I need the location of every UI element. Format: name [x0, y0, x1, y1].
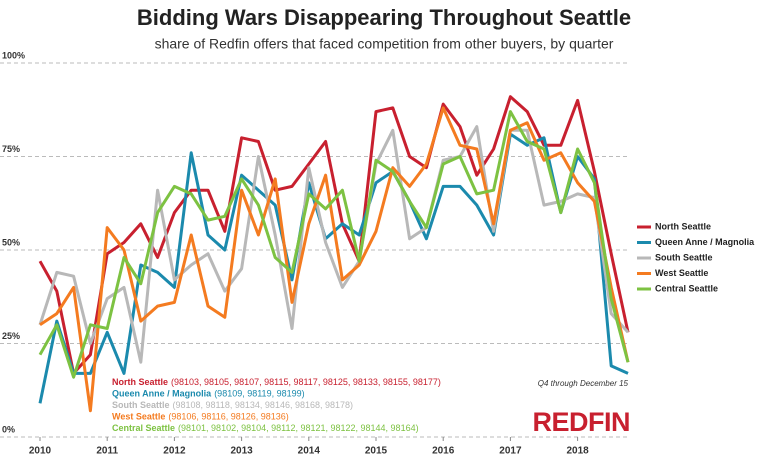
zip-note: Queen Anne / Magnolia (98109, 98119, 9819… [112, 389, 305, 399]
zip-note-name: Central Seattle [112, 423, 175, 433]
chart-subtitle: share of Redfin offers that faced compet… [155, 36, 614, 52]
x-tick-label: 2013 [230, 446, 253, 457]
brand-logo: REDFIN [533, 407, 631, 437]
x-tick-label: 2017 [499, 446, 522, 457]
y-tick-label: 75% [2, 144, 20, 154]
legend-label: Central Seattle [655, 283, 718, 293]
series-line [38, 125, 630, 364]
zip-note-name: Queen Anne / Magnolia [112, 389, 212, 399]
zip-note-codes: (98103, 98105, 98107, 98115, 98117, 9812… [171, 377, 441, 387]
legend-label: North Seattle [655, 221, 711, 231]
series-line [38, 110, 630, 379]
chart-title: Bidding Wars Disappearing Throughout Sea… [137, 5, 631, 30]
x-tick-label: 2016 [432, 446, 455, 457]
x-tick-label: 2014 [298, 446, 321, 457]
x-tick-label: 2015 [365, 446, 388, 457]
y-tick-label: 0% [2, 424, 15, 434]
zip-note: South Seattle (98108, 98118, 98134, 98146… [112, 400, 353, 410]
zip-note-name: North Seattle [112, 377, 168, 387]
zip-note-codes: (98108, 98118, 98134, 98146, 98168, 9817… [173, 400, 354, 410]
x-tick-label: 2011 [96, 446, 118, 457]
y-tick-label: 50% [2, 237, 20, 247]
zip-note: North Seattle (98103, 98105, 98107, 98115… [112, 377, 441, 387]
x-tick-label: 2012 [163, 446, 186, 457]
y-tick-label: 25% [2, 331, 20, 341]
legend-label: West Seattle [655, 268, 708, 278]
zip-note: Central Seattle (98101, 98102, 98104, 981… [112, 423, 419, 433]
zip-note-codes: (98101, 98102, 98104, 98112, 98121, 9812… [178, 423, 419, 433]
series-line [38, 95, 630, 375]
zip-note-name: West Seattle [112, 412, 165, 422]
y-tick-label: 100% [2, 50, 25, 60]
x-tick-label: 2018 [566, 446, 589, 457]
zip-note-codes: (98106, 98116, 98126, 98136) [168, 412, 288, 422]
x-tick-label: 2010 [29, 446, 52, 457]
legend-label: South Seattle [655, 252, 713, 262]
zip-note-name: South Seattle [112, 400, 170, 410]
legend-label: Queen Anne / Magnolia [655, 237, 755, 247]
annotation: Q4 through December 15 [538, 379, 629, 388]
zip-note: West Seattle (98106, 98116, 98126, 98136) [112, 412, 289, 422]
zip-note-codes: (98109, 98119, 98199) [214, 389, 304, 399]
series-line [39, 106, 630, 413]
